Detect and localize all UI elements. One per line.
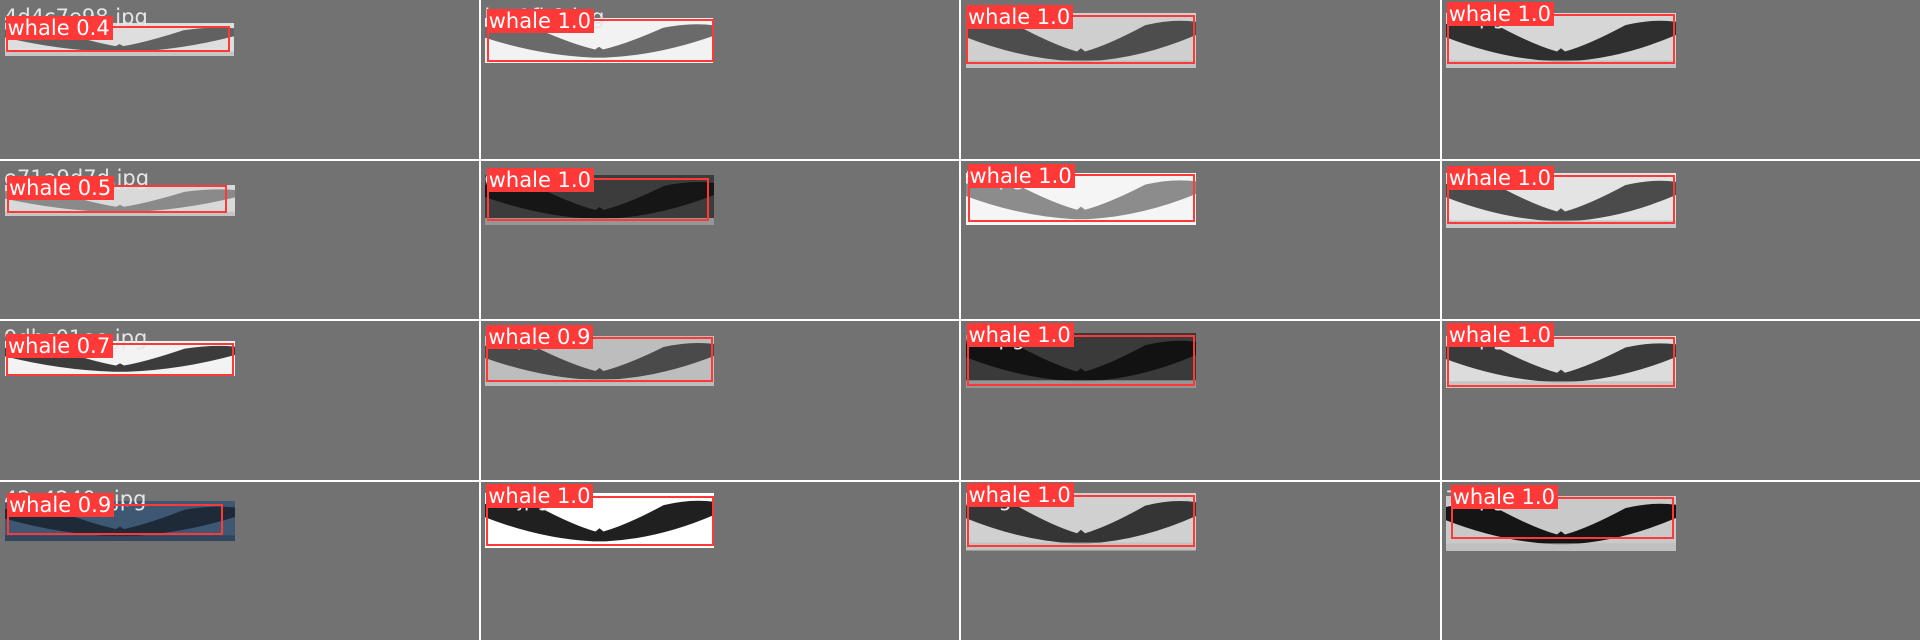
detection-tile[interactable]: 4d4c7e98.jpgwhale 0.4 [0,0,479,159]
bounding-box [1450,496,1674,540]
bounding-box [966,15,1195,64]
detection-label: whale 1.0 [966,482,1074,507]
detection-label: whale 0.9 [486,325,594,349]
detection-label: whale 1.0 [486,9,594,33]
detection-tile[interactable]: 3...pgwhale 1.0 [1441,0,1920,159]
bounding-box [486,178,710,221]
whale-fluke-image [965,12,1196,68]
detection-label: whale 1.0 [966,323,1074,347]
bounding-box [967,174,1195,223]
detection-label: whale 1.0 [486,167,594,192]
detection-tile[interactable]: 0...jpgwhale 1.0 [480,481,959,640]
bounding-box [486,495,714,547]
detection-label: whale 1.0 [1446,165,1554,190]
detection-label: whale 1.0 [1446,323,1554,347]
detection-tile[interactable]: 0...pgwhale 1.0 [961,321,1440,480]
bounding-box [1446,14,1676,64]
detection-label: whale 0.5 [7,175,115,200]
bounding-box [966,494,1195,548]
detection-tile[interactable]: 8...pgwhale 1.0 [961,160,1440,319]
whale-fluke-image [1445,172,1676,228]
detection-tile[interactable]: e71a9d7d.jpgwhale 0.5 [0,160,479,319]
detection-label: whale 1.0 [1450,485,1558,510]
detection-label: whale 0.4 [5,16,113,40]
detection-tile[interactable]: 9dbc01ee.jpgwhale 0.7 [0,321,479,480]
detection-label: whale 1.0 [486,483,594,508]
detection-label: whale 1.0 [967,164,1075,189]
bounding-box [486,336,714,382]
bounding-box [6,342,234,376]
detection-tile[interactable]: b...1fb9.jpgwhale 1.0 [480,0,959,159]
detection-tile[interactable]: c...pgwhale 0.9 [480,321,959,480]
detection-label: whale 1.0 [966,5,1074,29]
bounding-box [7,503,223,535]
bounding-box [1446,175,1676,224]
detection-tile[interactable]: 2...pgwhale 1.0 [1441,160,1920,319]
detection-label: whale 0.9 [7,492,115,517]
bounding-box [966,334,1195,386]
detection-label: whale 1.0 [1446,2,1554,26]
detection-tile[interactable]: 42c4240c.jpgwhale 0.9 [0,481,479,640]
detection-tile[interactable]: c...jpgwhale 1.0 [961,0,1440,159]
detection-label: whale 0.7 [6,334,114,358]
whale-fluke-image [485,335,715,386]
detection-tile[interactable]: e...jpgwhale 1.0 [480,160,959,319]
detection-tile[interactable]: 0...pgwhale 1.0 [1441,321,1920,480]
bounding-box [486,18,714,62]
detection-tile[interactable]: 7...pgwhale 1.0 [1441,481,1920,640]
detection-tile[interactable]: 3...gwhale 1.0 [961,481,1440,640]
bounding-box [1446,336,1676,387]
